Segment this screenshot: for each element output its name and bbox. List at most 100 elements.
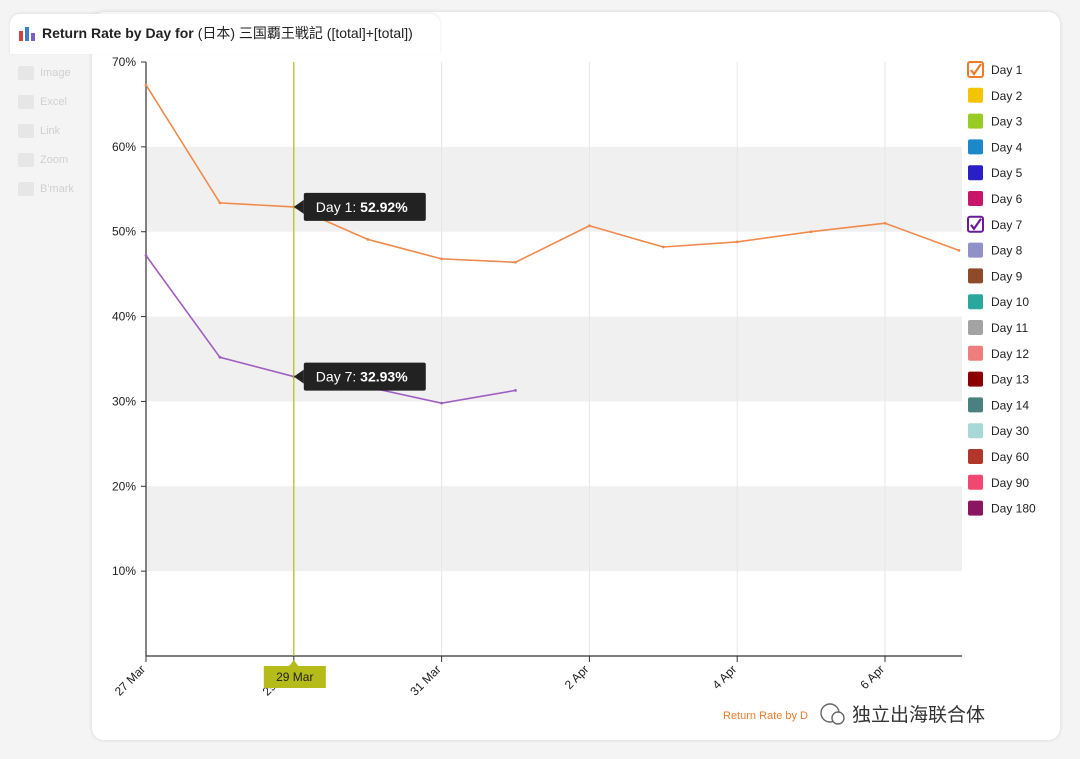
legend-swatch[interactable] [968, 320, 983, 335]
legend-label: Day 7 [991, 218, 1023, 232]
legend-item-day-3[interactable]: Day 3 [968, 113, 1023, 129]
y-tick-label: 70% [112, 55, 136, 69]
tooltip-text: Day 7: 32.93% [316, 369, 408, 385]
legend-item-day-4[interactable]: Day 4 [968, 139, 1023, 155]
export-toolbar: Image Excel Link Zoom B'mark [18, 58, 90, 203]
wechat-icon-bubble [831, 711, 845, 725]
legend-swatch[interactable] [968, 345, 983, 361]
legend-swatch[interactable] [968, 500, 983, 516]
toolbar-label: Image [40, 66, 71, 79]
toolbar-image-button[interactable]: Image [18, 58, 90, 87]
legend-swatch[interactable] [968, 474, 983, 490]
grid-band [146, 146, 962, 232]
legend-item-day-13[interactable]: Day 13 [968, 371, 1029, 387]
legend-label: Day 8 [991, 244, 1023, 258]
toolbar-bmark-button[interactable]: B'mark [18, 174, 90, 203]
legend-item-day-90[interactable]: Day 90 [968, 474, 1029, 490]
x-tick-label: 6 Apr [857, 662, 887, 692]
legend-item-day-7[interactable]: Day 7 [967, 215, 1023, 233]
title-tab [10, 14, 440, 54]
x-tick-label: 27 Mar [112, 662, 148, 698]
data-point [366, 237, 370, 241]
legend-label: Day 9 [991, 269, 1023, 283]
tooltip-series-label: Day 1: [316, 199, 360, 215]
toolbar-zoom-button[interactable]: Zoom [18, 145, 90, 174]
grid-band [146, 316, 962, 402]
toolbar-excel-button[interactable]: Excel [18, 87, 90, 116]
legend-swatch[interactable] [968, 397, 983, 413]
legend-item-day-180[interactable]: Day 180 [968, 500, 1036, 516]
legend-label: Day 10 [991, 295, 1029, 309]
tooltip-pointer [293, 369, 304, 384]
legend-swatch[interactable] [968, 242, 983, 258]
legend-label: Day 180 [991, 502, 1036, 516]
footer-link[interactable]: Return Rate by D [723, 710, 808, 722]
watermark-bg [808, 700, 1048, 728]
x-tick-label: 2 Apr [562, 662, 592, 692]
data-point [661, 245, 665, 249]
toolbar-link-button[interactable]: Link [18, 116, 90, 145]
data-point [440, 401, 443, 405]
data-point [218, 201, 222, 205]
data-point [735, 240, 739, 244]
crosshair-label-bg [263, 666, 326, 688]
toolbar-label: B'mark [40, 182, 74, 195]
legend-swatch[interactable] [968, 294, 983, 310]
data-point [588, 224, 591, 228]
legend-label: Day 30 [991, 424, 1029, 438]
image-icon [18, 65, 34, 80]
link-icon [18, 123, 34, 138]
zoom-icon [18, 152, 34, 167]
bar-chart-icon [19, 27, 35, 41]
legend-item-day-2[interactable]: Day 2 [968, 87, 1023, 103]
bookmark-icon [18, 181, 34, 196]
legend-label: Day 4 [991, 140, 1023, 154]
legend-swatch[interactable] [968, 87, 983, 103]
data-point [514, 260, 517, 264]
legend-swatch[interactable] [968, 449, 983, 464]
legend-item-day-12[interactable]: Day 12 [968, 345, 1029, 361]
y-tick-label: 50% [112, 225, 136, 239]
chart-title: Return Rate by Day for (日本) 三国覇王戦記 ([tot… [18, 22, 413, 44]
legend-swatch[interactable] [968, 423, 983, 439]
legend-item-day-11[interactable]: Day 11 [968, 320, 1028, 335]
legend-label: Day 60 [991, 450, 1029, 464]
tooltip-value: 52.92% [360, 199, 408, 215]
legend-label: Day 90 [991, 476, 1029, 490]
grid-band [146, 486, 962, 572]
legend-item-day-30[interactable]: Day 30 [968, 423, 1029, 439]
legend-label: Day 11 [991, 321, 1028, 335]
tooltip-box [303, 192, 426, 221]
legend-item-day-60[interactable]: Day 60 [968, 449, 1029, 464]
checkmark-icon [970, 218, 982, 231]
legend-item-day-8[interactable]: Day 8 [968, 242, 1023, 258]
legend-swatch[interactable] [968, 113, 983, 129]
tooltip-pointer [293, 199, 304, 214]
watermark-text: 独立出海联合体 [852, 704, 985, 726]
tooltip-box [303, 362, 426, 391]
excel-icon [18, 94, 34, 109]
legend-swatch[interactable] [968, 371, 983, 387]
legend-swatch[interactable] [968, 165, 983, 181]
data-point [144, 83, 148, 87]
legend-item-day-9[interactable]: Day 9 [968, 268, 1023, 284]
tooltip-value: 32.93% [360, 369, 408, 385]
legend-label: Day 14 [991, 398, 1029, 412]
legend-label: Day 12 [991, 347, 1029, 361]
data-point [218, 355, 222, 359]
legend-swatch[interactable] [968, 139, 983, 155]
y-tick-label: 10% [112, 564, 136, 578]
data-point [144, 254, 148, 257]
legend-item-day-10[interactable]: Day 10 [968, 294, 1029, 310]
legend-label: Day 13 [991, 373, 1029, 387]
x-tick-label: 31 Mar [407, 662, 443, 698]
data-point [809, 230, 813, 234]
legend-item-day-5[interactable]: Day 5 [968, 165, 1023, 181]
data-point [883, 221, 887, 225]
legend-item-day-6[interactable]: Day 6 [968, 191, 1023, 206]
legend-swatch[interactable] [968, 268, 983, 284]
legend-item-day-14[interactable]: Day 14 [968, 397, 1029, 413]
legend-label: Day 2 [991, 89, 1023, 103]
legend-swatch[interactable] [968, 191, 983, 206]
legend-item-day-1[interactable]: Day 1 [967, 61, 1023, 78]
